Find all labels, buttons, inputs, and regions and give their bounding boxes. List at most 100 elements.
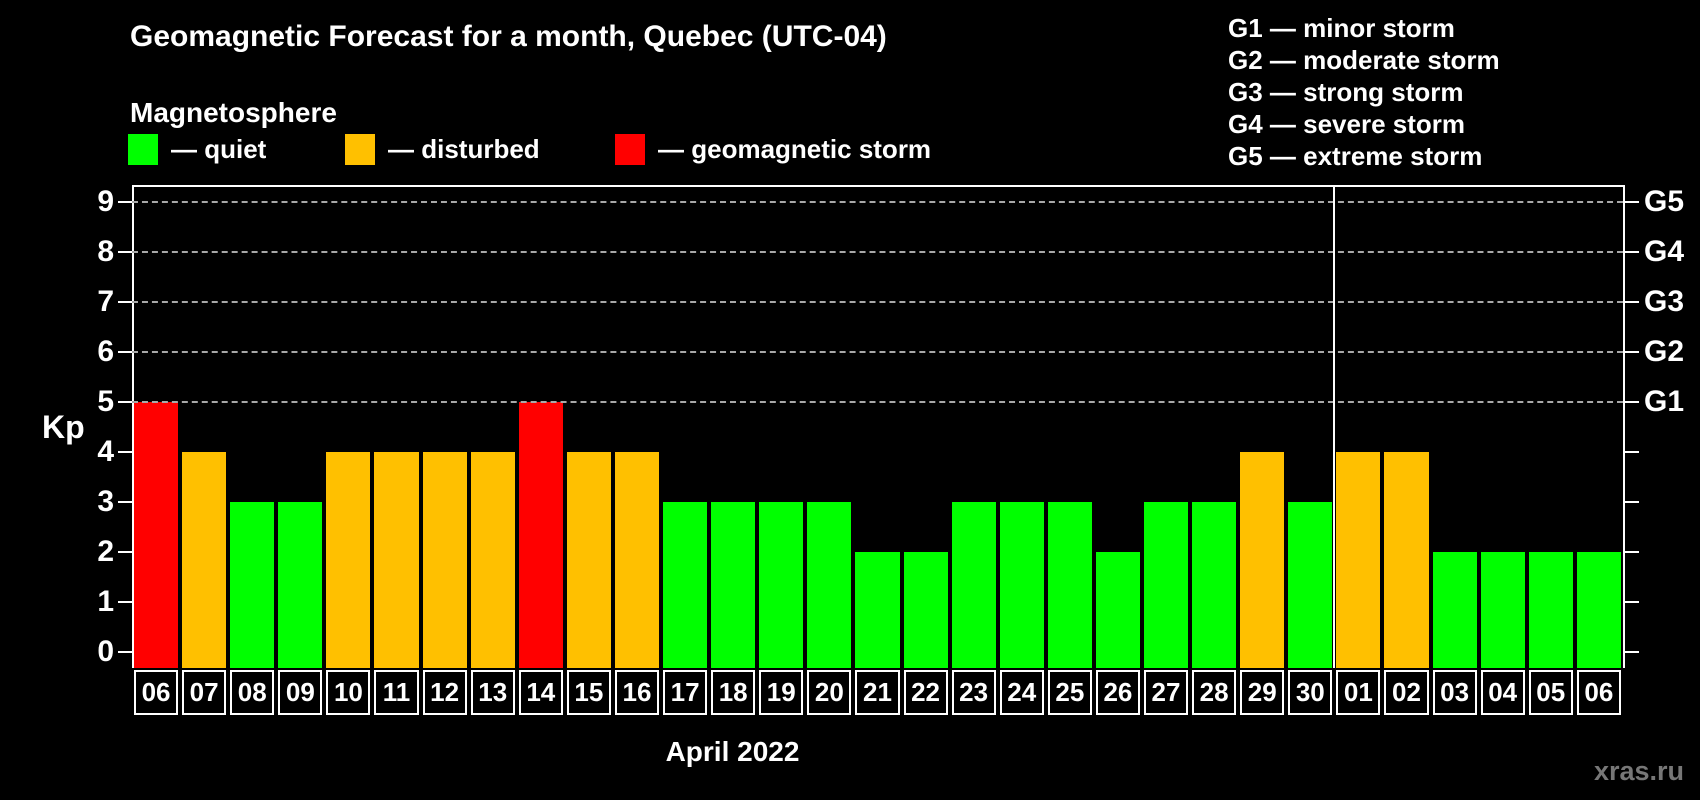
- storm-scale-legend: G1 — minor storm G2 — moderate storm G3 …: [1228, 12, 1500, 172]
- gridline-kp6: [132, 351, 1623, 353]
- date-label-22: 22: [903, 670, 948, 715]
- legend-item-quiet: — quiet: [128, 132, 266, 166]
- kp-tick-label-7: 7: [97, 285, 114, 318]
- date-label-03: 03: [1432, 670, 1477, 715]
- right-tick-kp2: [1625, 551, 1639, 553]
- kp-bar-13: [470, 452, 515, 668]
- kp-tick-label-2: 2: [97, 535, 114, 568]
- magnetosphere-label: Magnetosphere: [130, 97, 337, 128]
- kp-tick-label-6: 6: [97, 335, 114, 368]
- legend-item-storm: — geomagnetic storm: [615, 132, 931, 166]
- storm-scale-g5: G5 — extreme storm: [1228, 141, 1483, 171]
- left-tick-kp4: [118, 451, 132, 453]
- kp-bar-09: [278, 502, 323, 668]
- y-axis-right-line: [1623, 185, 1625, 668]
- kp-tick-label-4: 4: [97, 435, 114, 468]
- kp-bar-02: [1384, 452, 1429, 668]
- left-tick-kp0: [118, 651, 132, 653]
- gridline-kp5: [132, 401, 1623, 403]
- date-label-13: 13: [470, 670, 515, 715]
- storm-scale-g4: G4 — severe storm: [1228, 109, 1466, 139]
- kp-bar-07: [182, 452, 227, 668]
- y-axis-left-line: [132, 185, 134, 668]
- kp-bar-12: [422, 452, 467, 668]
- gridline-kp9: [132, 201, 1623, 203]
- gridline-kp7: [132, 301, 1623, 303]
- kp-bar-29: [1240, 452, 1285, 668]
- kp-bar-04: [1480, 552, 1525, 668]
- legend-label-quiet: — quiet: [171, 133, 267, 164]
- kp-bar-30: [1288, 502, 1333, 668]
- date-label-06: 06: [134, 670, 179, 715]
- kp-bar-11: [374, 452, 419, 668]
- g-scale-label-g5: G5: [1644, 185, 1685, 218]
- kp-bar-10: [326, 452, 371, 668]
- right-tick-kp4: [1625, 451, 1639, 453]
- quiet-color-swatch: [128, 133, 158, 165]
- kp-tick-label-0: 0: [97, 635, 114, 668]
- date-label-07: 07: [182, 670, 227, 715]
- gridline-kp8: [132, 251, 1623, 253]
- date-label-28: 28: [1192, 670, 1237, 715]
- date-label-05: 05: [1528, 670, 1573, 715]
- kp-tick-label-1: 1: [97, 585, 114, 618]
- date-label-25: 25: [1047, 670, 1092, 715]
- legend-item-disturbed: — disturbed: [345, 132, 540, 166]
- kp-bar-22: [903, 552, 948, 668]
- left-tick-kp3: [118, 501, 132, 503]
- right-tick-kp8: [1625, 251, 1639, 253]
- date-label-04: 04: [1480, 670, 1525, 715]
- kp-bar-27: [1143, 502, 1189, 668]
- right-tick-kp7: [1625, 301, 1639, 303]
- date-label-06: 06: [1576, 670, 1621, 715]
- date-label-21: 21: [855, 670, 900, 715]
- kp-bar-28: [1192, 502, 1237, 668]
- kp-bar-01: [1336, 452, 1381, 668]
- kp-bar-19: [759, 502, 804, 668]
- kp-bar-20: [807, 502, 852, 668]
- kp-tick-label-8: 8: [97, 235, 114, 268]
- kp-bar-24: [999, 502, 1044, 668]
- date-label-24: 24: [999, 670, 1044, 715]
- kp-bar-17: [663, 502, 708, 668]
- date-label-12: 12: [422, 670, 467, 715]
- kp-bar-06: [1576, 552, 1621, 668]
- date-label-08: 08: [230, 670, 275, 715]
- kp-bar-06: [134, 402, 179, 668]
- date-label-26: 26: [1095, 670, 1140, 715]
- left-tick-kp6: [118, 351, 132, 353]
- kp-tick-label-9: 9: [97, 185, 114, 218]
- g-scale-label-g3: G3: [1644, 285, 1685, 318]
- legend-label-storm: — geomagnetic storm: [658, 133, 932, 164]
- date-label-17: 17: [663, 670, 708, 715]
- right-tick-kp1: [1625, 601, 1639, 603]
- date-label-18: 18: [711, 670, 756, 715]
- g-scale-label-g2: G2: [1644, 335, 1685, 368]
- x-axis-month-label: April 2022: [665, 736, 800, 767]
- right-tick-kp9: [1625, 201, 1639, 203]
- date-label-29: 29: [1240, 670, 1285, 715]
- kp-bar-14: [518, 402, 563, 668]
- date-label-11: 11: [374, 670, 419, 715]
- storm-scale-g3: G3 — strong storm: [1228, 77, 1464, 107]
- right-tick-kp3: [1625, 501, 1639, 503]
- kp-bar-21: [855, 552, 900, 668]
- y-axis-title: Kp: [42, 409, 85, 445]
- kp-bar-03: [1432, 552, 1477, 668]
- kp-bar-08: [230, 502, 275, 668]
- disturbed-color-swatch: [345, 133, 375, 165]
- plot-top-border: [132, 185, 1625, 187]
- date-label-23: 23: [951, 670, 996, 715]
- left-tick-kp5: [118, 401, 132, 403]
- month-boundary-line: [1333, 185, 1335, 668]
- g-scale-label-g4: G4: [1644, 235, 1685, 268]
- kp-bar-23: [951, 502, 996, 668]
- kp-bar-26: [1095, 552, 1140, 668]
- g-scale-label-g1: G1: [1644, 385, 1685, 418]
- date-label-20: 20: [807, 670, 852, 715]
- date-label-09: 09: [278, 670, 323, 715]
- date-label-10: 10: [326, 670, 371, 715]
- kp-bar-18: [711, 502, 756, 668]
- date-label-02: 02: [1384, 670, 1429, 715]
- date-label-16: 16: [614, 670, 660, 715]
